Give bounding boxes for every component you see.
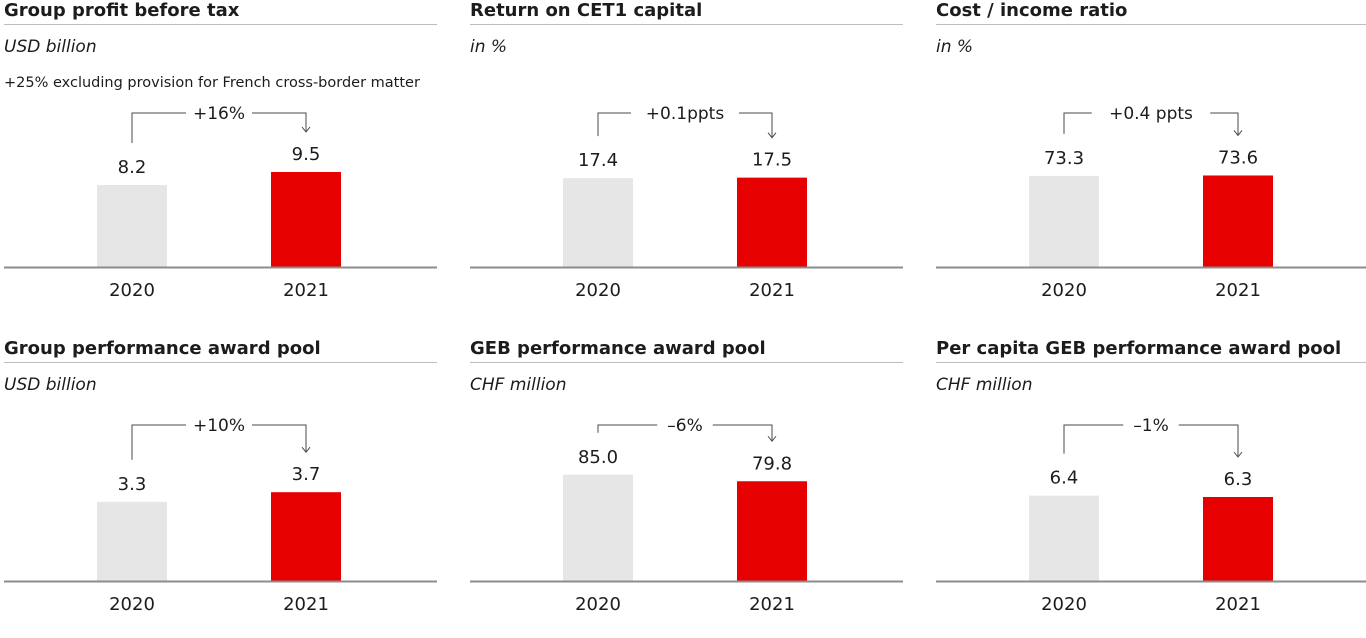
chart-panel-return-on-cet1: Return on CET1 capital in % 17.4 2020 17.5… (470, 0, 903, 301)
value-label: 3.7 (292, 464, 321, 485)
chart-unit: in % (936, 37, 974, 57)
x-tick-label: 2020 (575, 280, 621, 301)
bracket-left (1063, 112, 1092, 134)
title-divider (470, 24, 903, 25)
chart-panel-group-award-pool: Group performance award pool USD billion… (4, 338, 437, 638)
chart-title: GEB performance award pool (470, 338, 766, 359)
value-label: 8.2 (118, 157, 147, 178)
arrow-down-icon (767, 435, 777, 443)
value-label: 6.3 (1224, 469, 1253, 490)
bar-chart: 6.4 2020 6.3 2021 –1% (936, 416, 1366, 615)
arrow-down-icon (301, 126, 311, 133)
x-tick-label: 2020 (1041, 594, 1087, 615)
value-label: 3.3 (118, 474, 147, 495)
bar-2020 (563, 474, 633, 581)
change-label: +10% (193, 416, 245, 436)
bar-2021 (737, 481, 807, 581)
value-label: 6.4 (1050, 468, 1079, 489)
change-label: –6% (667, 416, 702, 436)
chart-panel-cost-income: Cost / income ratio in % 73.3 2020 73.6 202… (936, 0, 1366, 301)
chart-unit: in % (470, 37, 508, 57)
chart-title: Group performance award pool (4, 338, 321, 359)
arrow-down-icon (767, 132, 777, 139)
value-label: 9.5 (292, 144, 321, 165)
value-label: 73.3 (1044, 148, 1084, 169)
bar-chart: 73.3 2020 73.6 2021 +0.4 ppts (936, 104, 1366, 301)
chart-title: Group profit before tax (4, 0, 240, 21)
bracket-left (597, 424, 658, 433)
bar-chart: 85.0 2020 79.8 2021 –6% (470, 416, 903, 615)
bracket-right (252, 112, 307, 132)
title-divider (4, 24, 437, 25)
bar-chart: 3.3 2020 3.7 2021 +10% (4, 416, 437, 615)
bar-2021 (271, 172, 341, 267)
bar-2020 (1029, 495, 1099, 581)
bracket-left (131, 424, 186, 460)
bracket-left (1063, 424, 1124, 454)
x-tick-label: 2021 (749, 594, 795, 615)
bar-chart: 8.2 2020 9.5 2021 +16% (4, 104, 437, 301)
chart-title: Cost / income ratio (936, 0, 1128, 21)
bar-chart: 17.4 2020 17.5 2021 +0.1ppts (470, 104, 903, 301)
chart-panel-group-profit: Group profit before tax USD billion +25%… (4, 0, 437, 301)
x-tick-label: 2021 (1215, 594, 1261, 615)
chart-unit: CHF million (470, 375, 567, 395)
change-label: –1% (1133, 416, 1168, 436)
chart-panel-geb-award-pool: GEB performance award pool CHF million 8… (470, 338, 903, 638)
bracket-left (131, 112, 186, 143)
value-label: 85.0 (578, 447, 618, 468)
x-tick-label: 2020 (1041, 280, 1087, 301)
chart-unit: CHF million (936, 375, 1033, 395)
bracket-right (1178, 424, 1239, 457)
chart-note: +25% excluding provision for French cros… (4, 75, 420, 91)
value-label: 73.6 (1218, 147, 1258, 168)
x-tick-label: 2021 (283, 594, 329, 615)
chart-title: Return on CET1 capital (470, 0, 703, 21)
x-tick-label: 2021 (1215, 280, 1261, 301)
bar-2021 (1203, 175, 1273, 267)
title-divider (936, 24, 1366, 25)
x-tick-label: 2021 (749, 280, 795, 301)
bracket-right (252, 424, 307, 453)
bar-2020 (97, 501, 167, 581)
chart-panel-per-capita-geb-pool: Per capita GEB performance award pool CH… (936, 338, 1366, 638)
value-label: 17.4 (578, 150, 618, 171)
change-label: +0.1ppts (646, 104, 725, 124)
value-label: 17.5 (752, 150, 792, 171)
change-label: +16% (193, 104, 245, 124)
x-tick-label: 2020 (109, 594, 155, 615)
bracket-right (739, 112, 773, 138)
bar-2021 (737, 177, 807, 267)
change-label: +0.4 ppts (1109, 104, 1193, 124)
value-label: 79.8 (752, 453, 792, 474)
title-divider (936, 362, 1366, 363)
x-tick-label: 2020 (575, 594, 621, 615)
bracket-left (597, 112, 631, 137)
arrow-down-icon (1233, 130, 1243, 137)
title-divider (4, 362, 437, 363)
bar-2021 (271, 492, 341, 581)
chart-title: Per capita GEB performance award pool (936, 338, 1342, 359)
chart-unit: USD billion (4, 375, 97, 395)
x-tick-label: 2020 (109, 280, 155, 301)
arrow-down-icon (301, 446, 311, 454)
bar-2020 (563, 178, 633, 267)
chart-unit: USD billion (4, 37, 97, 57)
bracket-right (712, 424, 773, 442)
arrow-down-icon (1233, 451, 1243, 458)
bar-2020 (1029, 175, 1099, 267)
title-divider (470, 362, 903, 363)
bracket-right (1210, 112, 1239, 136)
bar-2021 (1203, 497, 1273, 581)
x-tick-label: 2021 (283, 280, 329, 301)
bar-2020 (97, 185, 167, 267)
